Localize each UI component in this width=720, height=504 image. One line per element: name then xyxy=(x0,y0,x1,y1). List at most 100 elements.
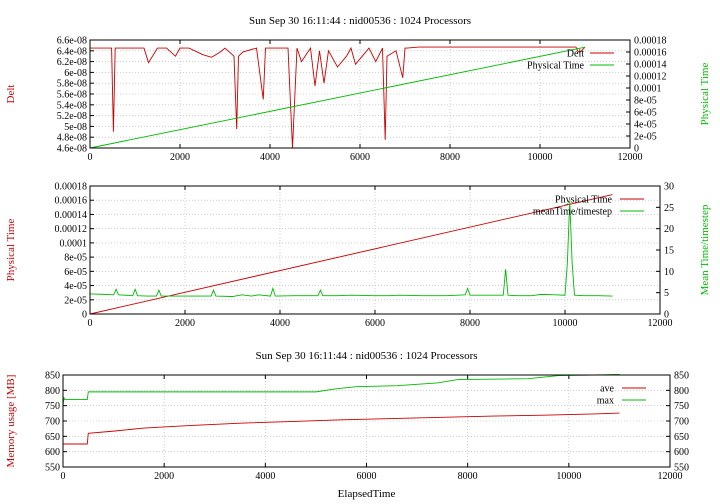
y2-tick-label: 0.00012 xyxy=(634,72,667,83)
chart-1: 0 2000 4000 6000 8000 10000 12000 4.6e-084.8e-0… xyxy=(5,15,711,163)
y-tick-label: 600 xyxy=(45,447,60,458)
series-line-2 xyxy=(89,46,586,149)
x-tick-label: 2000 xyxy=(170,152,190,163)
x-tick-label: 10000 xyxy=(553,318,578,329)
x-tick-label: 12000 xyxy=(648,318,673,329)
x-tick-label: 4000 xyxy=(255,471,275,482)
y2-tick-label: 550 xyxy=(674,463,689,474)
y2-tick-label: 15 xyxy=(664,246,674,257)
x-tick-label: 10000 xyxy=(528,152,553,163)
y-tick-label: 6e-05 xyxy=(64,267,87,278)
x-tick-label: 6000 xyxy=(350,152,370,163)
legend-label: ave xyxy=(600,384,614,395)
series-line-2 xyxy=(62,373,620,406)
series-line-2 xyxy=(89,200,613,297)
chart-3: 0 2000 4000 6000 8000 10000 120005506006507007… xyxy=(5,350,689,500)
legend-label: meanTime/timestep xyxy=(533,207,612,218)
y-tick-label: 650 xyxy=(45,432,60,443)
y2-tick-label: 850 xyxy=(674,371,689,382)
legend-label: Delt xyxy=(567,49,584,60)
y2-tick-label: 10 xyxy=(664,267,674,278)
y-tick-label: 700 xyxy=(45,417,60,428)
series-line-1 xyxy=(63,412,620,445)
x-tick-label: 8000 xyxy=(440,152,460,163)
y-axis-label: Delt xyxy=(5,85,17,104)
y-tick-label: 0.00018 xyxy=(55,182,88,193)
y2-axis-label: Physical Time xyxy=(699,63,711,126)
x-tick-label: 8000 xyxy=(460,318,480,329)
y-tick-label: 0.00012 xyxy=(55,224,88,235)
legend-label: Physical Time xyxy=(527,61,585,72)
x-tick-label: 6000 xyxy=(357,471,377,482)
y-tick-label: 0.0001 xyxy=(60,238,88,249)
y2-tick-label: 0.0001 xyxy=(634,84,662,95)
y-tick-label: 850 xyxy=(45,371,60,382)
x-tick-label: 4000 xyxy=(260,152,280,163)
x-tick-label: 6000 xyxy=(365,318,385,329)
x-tick-label: 10000 xyxy=(556,471,581,482)
chart-2: 0 2000 4000 6000 8000 10000 1200002e-054e-056e… xyxy=(5,182,711,330)
y-tick-label: 4.6e-08 xyxy=(57,144,87,155)
y-tick-label: 0 xyxy=(82,310,87,321)
y-tick-label: 6.2e-08 xyxy=(57,57,87,68)
y2-tick-label: 25 xyxy=(664,203,674,214)
y2-tick-label: 650 xyxy=(674,432,689,443)
x-tick-label: 4000 xyxy=(270,318,290,329)
y-axis-label: Memory usage [MB] xyxy=(5,375,17,468)
y-tick-label: 8e-05 xyxy=(64,253,87,264)
y-tick-label: 0.00014 xyxy=(55,210,88,221)
y-tick-label: 5.6e-08 xyxy=(57,90,87,101)
y2-tick-label: 6e-05 xyxy=(634,108,657,119)
y-tick-label: 6.6e-08 xyxy=(57,36,87,47)
series-line-1 xyxy=(89,194,613,315)
y2-tick-label: 8e-05 xyxy=(634,96,657,107)
y-tick-label: 5.2e-08 xyxy=(57,111,87,122)
y2-tick-label: 30 xyxy=(664,182,674,193)
y-tick-label: 5.8e-08 xyxy=(57,79,87,90)
x-tick-label: 8000 xyxy=(458,471,478,482)
y2-tick-label: 700 xyxy=(674,417,689,428)
y2-tick-label: 20 xyxy=(664,224,674,235)
plot-frame xyxy=(62,374,671,468)
y2-tick-label: 2e-05 xyxy=(634,132,657,143)
y-tick-label: 0.00016 xyxy=(55,196,88,207)
y2-tick-label: 0.00014 xyxy=(634,60,667,71)
y2-tick-label: 0 xyxy=(664,310,669,321)
plot-frame xyxy=(89,185,661,315)
y2-tick-label: 800 xyxy=(674,386,689,397)
series-line-1 xyxy=(90,46,586,149)
legend-label: Physical Time xyxy=(555,195,613,206)
plot-frame xyxy=(89,39,631,149)
x-tick-label: 12000 xyxy=(658,471,683,482)
y2-axis-label: Mean Time/timestep xyxy=(699,204,711,295)
x-tick-label: 0 xyxy=(88,152,93,163)
x-tick-label: 2000 xyxy=(175,318,195,329)
y2-tick-label: 0.00016 xyxy=(634,48,667,59)
x-tick-label: 0 xyxy=(88,318,93,329)
y-tick-label: 4e-05 xyxy=(64,281,87,292)
y-tick-label: 800 xyxy=(45,386,60,397)
y2-tick-label: 0.00018 xyxy=(634,36,667,47)
x-axis-label: ElapsedTime xyxy=(338,488,396,500)
x-tick-label: 2000 xyxy=(154,471,174,482)
y-tick-label: 5.4e-08 xyxy=(57,100,87,111)
y2-tick-label: 0 xyxy=(634,144,639,155)
y-tick-label: 750 xyxy=(45,401,60,412)
legend-label: max xyxy=(597,396,614,407)
y2-tick-label: 750 xyxy=(674,401,689,412)
y-axis-label: Physical Time xyxy=(5,219,17,282)
y2-tick-label: 5 xyxy=(664,288,669,299)
chart-title: Sun Sep 30 16:11:44 : nid00536 : 1024 Pr… xyxy=(249,15,471,27)
y-tick-label: 550 xyxy=(45,463,60,474)
y2-tick-label: 4e-05 xyxy=(634,120,657,131)
chart-title: Sun Sep 30 16:11:44 : nid00536 : 1024 Pr… xyxy=(255,350,477,362)
x-tick-label: 12000 xyxy=(618,152,643,163)
x-tick-label: 0 xyxy=(61,471,66,482)
y-tick-label: 4.8e-08 xyxy=(57,133,87,144)
y-tick-label: 5e-08 xyxy=(64,122,87,133)
y2-tick-label: 600 xyxy=(674,447,689,458)
y-tick-label: 6.4e-08 xyxy=(57,46,87,57)
y-tick-label: 6e-08 xyxy=(64,68,87,79)
y-tick-label: 2e-05 xyxy=(64,295,87,306)
